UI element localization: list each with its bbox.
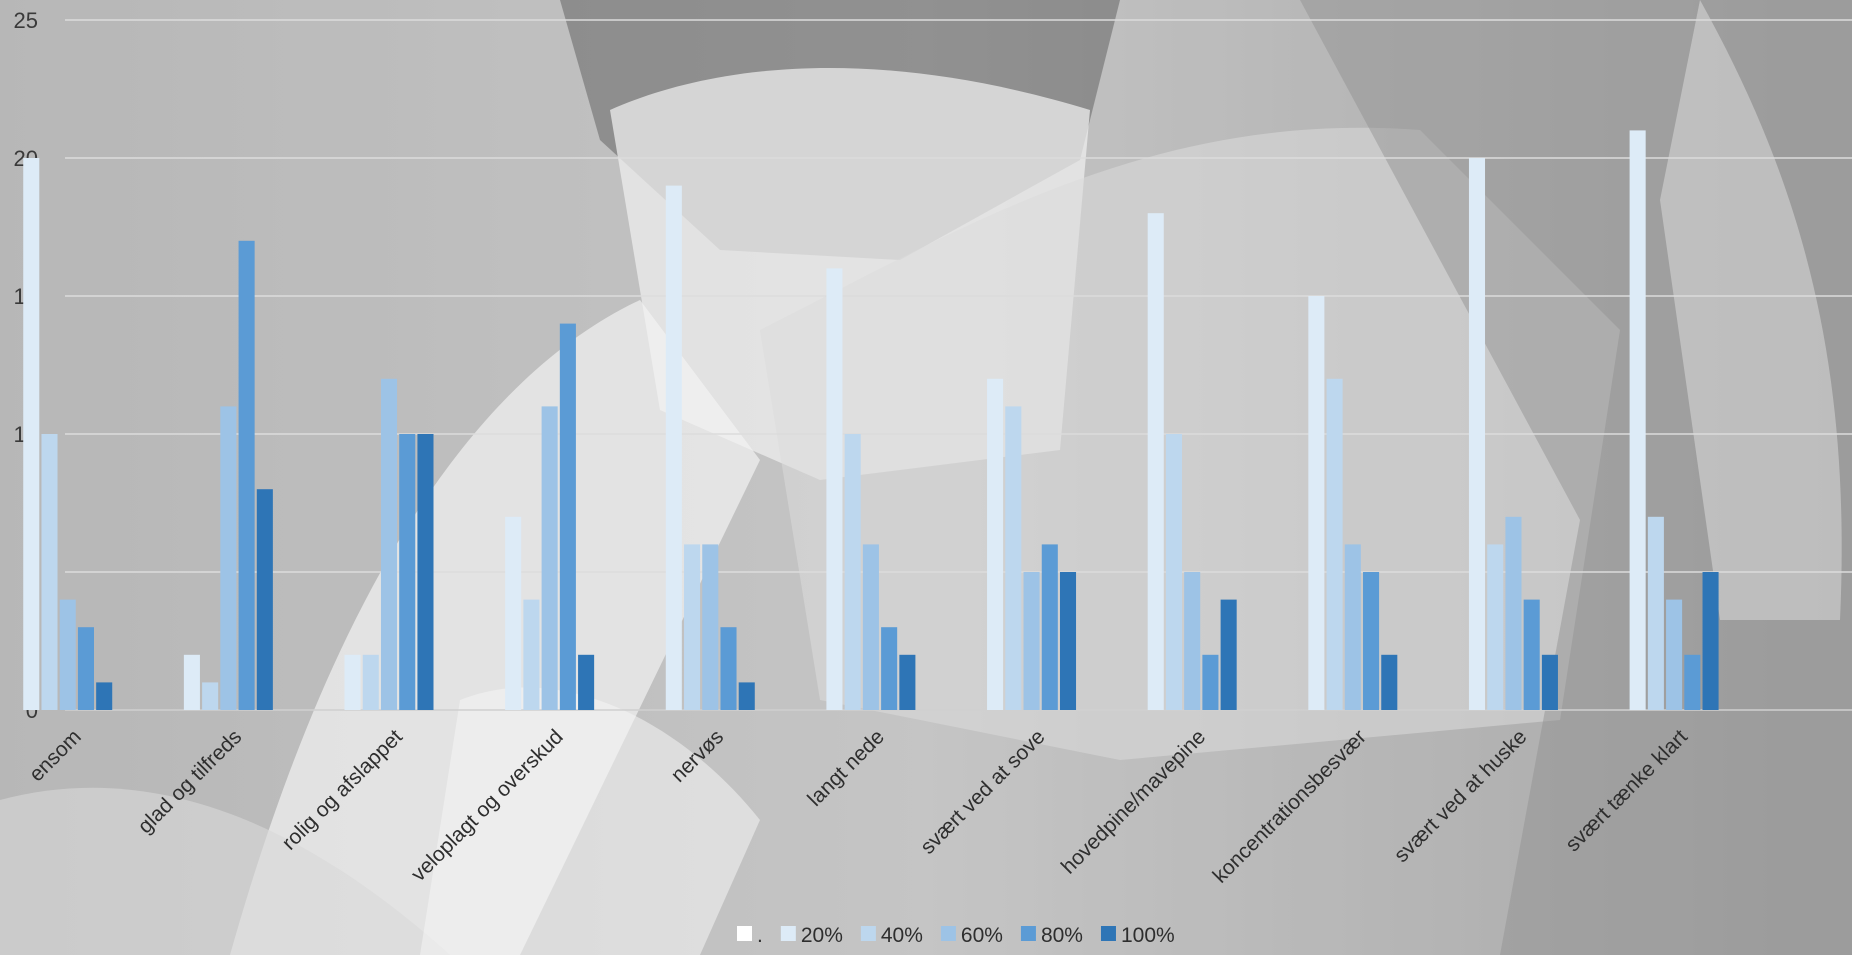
bar xyxy=(380,378,398,710)
legend-item: 40% xyxy=(860,924,923,947)
bar xyxy=(881,627,898,710)
bar xyxy=(862,544,879,710)
legend-swatch xyxy=(1020,926,1036,941)
bar xyxy=(1059,572,1077,710)
bar xyxy=(1023,572,1040,710)
legend-item: . xyxy=(737,924,763,947)
bar xyxy=(684,544,701,710)
bar xyxy=(899,654,916,710)
bar xyxy=(1308,296,1325,710)
legend-item: 80% xyxy=(1020,924,1083,947)
x-tick-label: glad og tilfreds xyxy=(134,725,247,838)
legend-swatch xyxy=(737,926,752,941)
bar xyxy=(344,654,361,710)
legend-label: 20% xyxy=(801,924,843,947)
bar xyxy=(202,682,219,710)
legend-label: 60% xyxy=(961,924,1003,947)
bar xyxy=(1487,544,1504,710)
bar xyxy=(505,516,522,710)
x-tick-label: koncentrationsbesvær xyxy=(1208,725,1370,887)
bar xyxy=(1184,572,1201,710)
legend: . 20% 40% 60% 80% 100% xyxy=(737,924,1175,947)
legend-swatch xyxy=(780,926,796,941)
bar xyxy=(1165,434,1182,710)
bar xyxy=(256,489,273,710)
bar xyxy=(1629,130,1646,710)
bar xyxy=(523,599,540,710)
x-tick-label: langt nede xyxy=(803,725,889,811)
x-tick-label: hovedpine/mavepine xyxy=(1057,725,1210,878)
bar xyxy=(41,434,58,710)
bar xyxy=(1381,654,1398,710)
bar xyxy=(96,682,113,710)
bar xyxy=(362,654,379,710)
x-tick-label: svært ved at sove xyxy=(916,725,1049,858)
x-tick-label: nervøs xyxy=(667,725,729,787)
bar xyxy=(59,599,76,710)
legend-label: 80% xyxy=(1041,924,1083,947)
bar xyxy=(844,434,861,710)
bar xyxy=(1326,378,1343,710)
x-tick-label: svært ved at huske xyxy=(1390,725,1532,867)
x-tick-label: ensom xyxy=(25,725,86,786)
bar xyxy=(720,627,737,710)
bar xyxy=(23,158,40,710)
bar xyxy=(578,654,595,710)
bar xyxy=(417,434,434,710)
bar xyxy=(183,654,200,710)
bar xyxy=(1147,213,1164,710)
bar xyxy=(399,434,416,710)
bar xyxy=(1523,599,1540,710)
bar xyxy=(77,627,94,710)
bar xyxy=(1202,654,1219,710)
bar xyxy=(702,544,719,710)
bar xyxy=(1666,599,1683,710)
legend-label: 40% xyxy=(881,924,923,947)
bar xyxy=(738,682,755,710)
bar xyxy=(1363,572,1380,710)
bar xyxy=(1468,158,1486,710)
bar xyxy=(1647,516,1664,710)
legend-swatch xyxy=(860,926,876,941)
x-axis-labels: ensom glad og tilfreds rolig og afslappet v… xyxy=(25,725,1692,887)
bar xyxy=(987,378,1004,710)
x-tick-label: rolig og afslappet xyxy=(278,725,407,854)
bar xyxy=(1220,599,1237,710)
bar xyxy=(826,268,843,710)
legend-item: 60% xyxy=(940,924,1003,947)
bar xyxy=(220,406,237,710)
bar xyxy=(541,406,558,710)
bar xyxy=(665,185,682,711)
legend-item: 20% xyxy=(780,924,843,947)
bar xyxy=(559,323,576,710)
legend-swatch xyxy=(940,926,956,941)
bar xyxy=(1541,654,1558,710)
gridlines xyxy=(65,19,1852,711)
bar xyxy=(1684,654,1701,710)
bar xyxy=(1344,544,1361,710)
legend-label: 100% xyxy=(1121,924,1175,947)
bar xyxy=(1702,572,1719,710)
legend-label: . xyxy=(757,924,763,947)
bar xyxy=(1505,516,1522,710)
x-tick-label: veloplagt og overskud xyxy=(407,725,568,886)
legend-item: 100% xyxy=(1100,924,1175,947)
legend-swatch xyxy=(1100,926,1116,941)
bars xyxy=(23,130,1719,711)
bar xyxy=(1005,406,1022,710)
x-tick-label: svært tænke klart xyxy=(1561,725,1692,856)
bar xyxy=(1041,544,1058,710)
y-tick-label: 25 xyxy=(14,8,38,33)
bar xyxy=(238,240,255,711)
